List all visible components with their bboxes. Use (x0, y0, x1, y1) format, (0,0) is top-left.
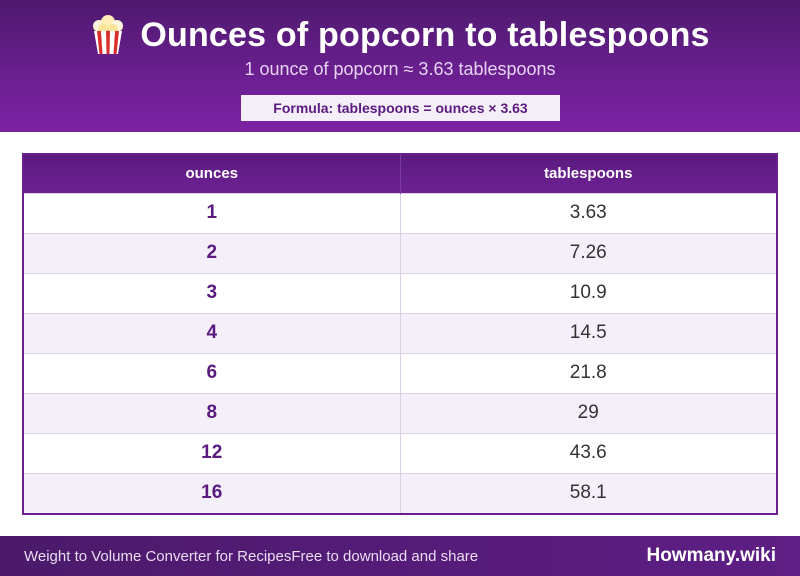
table-row: 12 43.6 (24, 432, 776, 473)
tablespoons-cell: 14.5 (400, 312, 776, 353)
ounces-cell: 16 (24, 472, 401, 513)
footer-share-note: Free to download and share (291, 547, 479, 565)
table-row: 1 3.63 (24, 192, 776, 233)
tablespoons-cell: 43.6 (400, 432, 776, 473)
table-row: 16 58.1 (24, 472, 776, 513)
tablespoons-cell: 10.9 (400, 272, 776, 313)
conversion-table: ounces tablespoons 1 3.63 2 7.26 3 10.9 … (22, 153, 778, 515)
table-row: 2 7.26 (24, 232, 776, 273)
brand-logo-text[interactable]: Howmany.wiki (646, 545, 776, 566)
column-header-tablespoons: tablespoons (544, 165, 633, 183)
tablespoons-cell: 3.63 (400, 192, 776, 233)
popcorn-icon (90, 15, 126, 55)
tablespoons-cell: 7.26 (400, 232, 776, 273)
title-row: Ounces of popcorn to tablespoons (0, 12, 800, 58)
table-header-row: ounces tablespoons (24, 155, 776, 193)
tablespoons-cell: 21.8 (400, 352, 776, 393)
header-banner: Ounces of popcorn to tablespoons 1 ounce… (0, 0, 800, 132)
table-row: 6 21.8 (24, 352, 776, 393)
table-row: 8 29 (24, 392, 776, 433)
column-header-ounces: ounces (24, 155, 401, 193)
ounces-cell: 2 (24, 232, 401, 273)
table-row: 4 14.5 (24, 312, 776, 353)
ounces-cell: 8 (24, 392, 401, 433)
ounces-cell: 12 (24, 432, 401, 473)
table-row: 3 10.9 (24, 272, 776, 313)
ounces-cell: 4 (24, 312, 401, 353)
page-subtitle: 1 ounce of popcorn ≈ 3.63 tablespoons (244, 59, 556, 79)
footer-bar: Weight to Volume Converter for Recipes F… (0, 536, 800, 576)
ounces-cell: 6 (24, 352, 401, 393)
tablespoons-cell: 29 (400, 392, 776, 433)
ounces-cell: 1 (24, 192, 401, 233)
footer-converter-name: Weight to Volume Converter for Recipes (24, 547, 292, 565)
formula-badge: Formula: tablespoons = ounces × 3.63 (241, 95, 560, 121)
ounces-cell: 3 (24, 272, 401, 313)
page-title: Ounces of popcorn to tablespoons (140, 15, 710, 54)
tablespoons-cell: 58.1 (400, 472, 776, 513)
